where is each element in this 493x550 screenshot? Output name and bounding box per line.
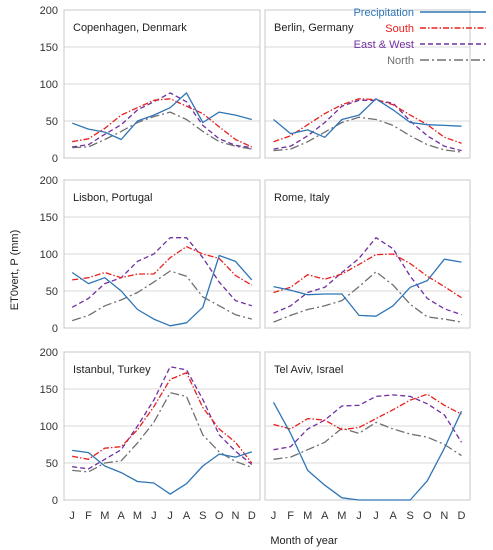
x-tick-label: F [287, 510, 294, 522]
panel-title: Copenhagen, Denmark [73, 22, 187, 34]
series-line-east-west [273, 394, 463, 451]
series-line-precipitation [71, 92, 252, 141]
y-tick-label: 200 [40, 347, 58, 359]
x-tick-label: J [151, 510, 157, 522]
y-tick-label: 150 [40, 42, 58, 54]
panel-title: Istanbul, Turkey [73, 364, 151, 376]
x-tick-label: A [183, 510, 191, 522]
x-tick-label: J [356, 510, 362, 522]
y-tick-label: 100 [40, 421, 58, 433]
panel-frame [264, 179, 471, 329]
x-tick-label: N [440, 510, 448, 522]
series-line-north [273, 116, 462, 153]
series-line-east-west [71, 237, 252, 308]
y-tick-label: 0 [52, 323, 58, 335]
y-tick-label: 200 [40, 175, 58, 187]
x-tick-label: O [423, 510, 432, 522]
x-tick-label: O [215, 510, 224, 522]
series-line-north [72, 111, 252, 150]
series-line-north [273, 271, 462, 323]
panel-frame [63, 351, 261, 501]
x-tick-label: J [69, 510, 75, 522]
panel-frame [63, 179, 261, 329]
x-tick-label: D [248, 510, 256, 522]
x-tick-label: F [85, 510, 92, 522]
series-line-south [273, 393, 462, 431]
series-line-precipitation [273, 258, 462, 317]
legend-label: North [387, 55, 414, 67]
x-tick-label: M [337, 510, 346, 522]
x-tick-label: D [457, 510, 465, 522]
series-line-south [72, 372, 253, 464]
panel-title: Berlin, Germany [274, 22, 354, 34]
x-tick-label: S [407, 510, 414, 522]
x-axis-label: Month of year [270, 535, 338, 547]
y-tick-label: 0 [52, 495, 58, 507]
series-line-north [72, 392, 253, 473]
y-tick-label: 150 [40, 212, 58, 224]
x-tick-label: M [303, 510, 312, 522]
x-tick-label: M [100, 510, 109, 522]
series-line-south [273, 98, 462, 144]
y-tick-label: 50 [46, 458, 58, 470]
series-line-precipitation [273, 98, 462, 138]
x-tick-label: J [167, 510, 173, 522]
series-line-east-west [72, 92, 252, 149]
series-line-east-west [273, 99, 462, 152]
x-tick-label: A [321, 510, 329, 522]
series-line-precipitation [72, 449, 252, 495]
panel-frame [63, 9, 261, 159]
panel-frame [264, 9, 471, 159]
panel-title: Tel Aviv, Israel [274, 364, 343, 376]
x-tick-label: J [271, 510, 277, 522]
legend-label: South [385, 23, 414, 35]
series-line-precipitation [272, 401, 463, 501]
panel-title: Lisbon, Portugal [73, 192, 153, 204]
series-line-south [72, 98, 253, 148]
legend-label: East & West [354, 39, 414, 51]
legend: Precipitation South East & West North [353, 7, 486, 67]
y-tick-label: 0 [52, 153, 58, 165]
y-axis-label: ET0vert, P (mm) [9, 230, 21, 310]
series-line-east-west [72, 366, 253, 470]
x-tick-label: J [373, 510, 379, 522]
panels-layer: 0 50 100 150 200 Copenhagen, Denmark Berlin, G… [40, 5, 471, 522]
series-line-north [72, 270, 252, 322]
x-tick-label: N [232, 510, 240, 522]
chart-panel-lisbon-portugal: 0 50 100 150 200 Lisbon, Portugal [40, 175, 261, 335]
y-tick-label: 100 [40, 79, 58, 91]
x-tick-label: A [389, 510, 397, 522]
chart-panel-copenhagen-denmark: 0 50 100 150 200 Copenhagen, Denmark [40, 5, 261, 165]
x-tick-label: A [117, 510, 125, 522]
y-tick-label: 150 [40, 384, 58, 396]
series-line-south [72, 245, 253, 286]
x-tick-label: S [199, 510, 206, 522]
y-tick-label: 100 [40, 249, 58, 261]
series-line-precipitation [71, 254, 253, 327]
series-line-east-west [273, 237, 462, 316]
chart-panel-berlin-germany: Berlin, Germany [264, 9, 471, 159]
series-line-north [273, 421, 462, 460]
chart-panel-rome-italy: Rome, Italy [264, 179, 471, 329]
y-tick-label: 50 [46, 286, 58, 298]
y-tick-label: 200 [40, 5, 58, 17]
y-tick-label: 50 [46, 116, 58, 128]
x-tick-label: M [133, 510, 142, 522]
panel-title: Rome, Italy [274, 192, 330, 204]
legend-label: Precipitation [353, 7, 414, 19]
